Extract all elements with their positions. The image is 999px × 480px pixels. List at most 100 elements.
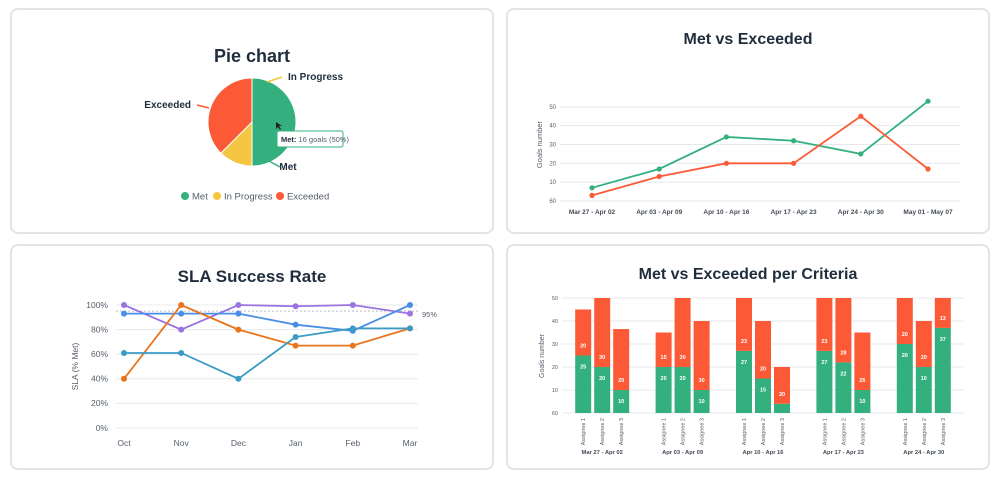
data-point xyxy=(178,349,185,356)
y-tick-label: 100% xyxy=(86,300,108,310)
data-point xyxy=(178,326,185,333)
y-tick-label: 10 xyxy=(549,180,556,186)
bar-value-exceeded: 23 xyxy=(821,339,827,345)
bar-label: Assignee 2 xyxy=(681,418,687,445)
data-point xyxy=(656,173,662,180)
legend-label-exceeded: Exceeded xyxy=(287,192,329,203)
bar-value-exceeded: 20 xyxy=(618,378,624,384)
chart-title: Pie chart xyxy=(214,46,290,66)
series-line-4 xyxy=(124,327,410,380)
bar-value-met: 27 xyxy=(821,360,827,366)
bar-value-exceeded: 28 xyxy=(840,350,846,356)
data-point xyxy=(292,303,299,310)
met-vs-exceeded-panel: Met vs Exceeded 60 10 20 30 40 50 Mar 27 - Apr … xyxy=(506,8,990,234)
data-point xyxy=(791,138,797,144)
bar-exceeded xyxy=(854,332,871,390)
y-tick-label: 50 xyxy=(549,105,556,111)
data-point xyxy=(121,302,127,308)
bar-met xyxy=(835,362,852,413)
series-line-2 xyxy=(591,115,929,197)
x-tick-label: Mar xyxy=(403,438,418,448)
data-point xyxy=(858,151,864,157)
data-point xyxy=(178,310,185,317)
data-point xyxy=(235,326,242,333)
y-tick-label: 50 xyxy=(552,296,558,302)
bar-value-met: 10 xyxy=(859,399,865,405)
bar-value-met: 15 xyxy=(760,388,766,394)
x-tick-label: Jan xyxy=(289,438,303,448)
bar-exceeded xyxy=(915,321,932,367)
bar-exceeded xyxy=(835,298,852,363)
bar-label: Assignee 2 xyxy=(600,418,606,445)
bar-value-met: 20 xyxy=(599,376,605,382)
bar-exceeded xyxy=(613,329,630,390)
bar-value-exceeded: 20 xyxy=(760,367,766,373)
bar-label: Assignee 2 xyxy=(761,418,767,445)
bar-exceeded xyxy=(816,298,833,351)
bar-value-exceeded: 25 xyxy=(859,378,865,384)
met-vs-exceeded-criteria-chart: Met vs Exceeded per Criteria 60 10 20 30 40 50… xyxy=(539,266,964,456)
group-label: Apr 10 - Apr 16 xyxy=(742,450,784,456)
data-point xyxy=(349,342,356,349)
met-vs-exceeded-chart: Met vs Exceeded 60 10 20 30 40 50 Mar 27 - Apr … xyxy=(535,31,960,216)
tooltip-label: Met: xyxy=(281,135,296,144)
x-tick-label: Apr 03 - Apr 09 xyxy=(636,209,682,216)
bar-met xyxy=(816,350,833,413)
pie-label-exceeded: Exceeded xyxy=(144,100,191,111)
data-point xyxy=(723,134,729,140)
bar-met xyxy=(736,350,752,413)
bar-exceeded xyxy=(594,298,611,367)
pie-leader-in-progress xyxy=(266,76,283,83)
chart-title: SLA Success Rate xyxy=(178,267,327,286)
bar-met xyxy=(755,378,771,413)
data-point xyxy=(656,166,662,172)
bar-exceeded xyxy=(655,332,672,367)
bar-label: Assignee 3 xyxy=(780,418,786,445)
bar-met xyxy=(575,355,592,413)
pie-chart-panel: Pie chart Met In Progress Exceeded Met: 16 g… xyxy=(10,8,494,234)
bar-value-exceeded: 30 xyxy=(680,355,686,361)
bar-label: Assignee 3 xyxy=(941,418,947,445)
y-axis-label: SLA (% Met) xyxy=(70,342,80,390)
data-point xyxy=(791,160,797,166)
bar-value-exceeded: 23 xyxy=(741,339,747,345)
bar-label: Assignee 1 xyxy=(581,418,587,445)
data-point xyxy=(121,310,127,317)
tooltip: Met: 16 goals (50%) xyxy=(276,130,349,148)
data-point xyxy=(178,302,185,308)
y-axis-label: Goals number xyxy=(535,120,544,168)
group-label: Mar 27 - Apr 02 xyxy=(582,450,623,456)
bar-value-met: 22 xyxy=(840,371,846,377)
data-point xyxy=(589,185,595,191)
bar-met xyxy=(594,367,611,413)
sla-success-rate-chart: SLA Success Rate 0% 20% 40% 60% 80% 100% Oct Nov… xyxy=(70,267,437,448)
sla-success-rate-panel: SLA Success Rate 0% 20% 40% 60% 80% 100% Oct Nov… xyxy=(10,244,494,470)
data-point xyxy=(407,302,413,308)
data-point xyxy=(235,375,242,382)
bar-exceeded xyxy=(755,321,771,379)
bar-met xyxy=(655,367,672,413)
legend-dot-in-progress xyxy=(213,192,221,200)
data-point xyxy=(925,98,931,104)
data-point xyxy=(407,325,413,332)
bar-label: Assignee 2 xyxy=(922,418,928,445)
bar-exceeded xyxy=(774,367,790,404)
data-point xyxy=(235,302,242,308)
x-tick-label: Apr 17 - Apr 23 xyxy=(771,209,817,216)
y-tick-label: 40% xyxy=(91,374,108,384)
y-tick-label: 40 xyxy=(552,319,558,325)
series-line-3 xyxy=(123,303,411,380)
chart-title: Met vs Exceeded xyxy=(684,31,813,48)
data-point xyxy=(407,310,413,317)
bar-label: Assignee 3 xyxy=(619,418,625,445)
bar-met xyxy=(854,390,871,413)
bar-exceeded xyxy=(693,321,710,390)
bar-value-exceeded: 30 xyxy=(599,355,605,361)
data-point xyxy=(589,192,595,198)
series-line-1 xyxy=(591,100,929,189)
bar-value-exceeded: 20 xyxy=(779,392,785,398)
group-label: Apr 03 - Apr 09 xyxy=(662,450,704,456)
data-point xyxy=(723,160,729,166)
pie-label-met: Met xyxy=(279,162,297,173)
bar-value-exceeded: 15 xyxy=(661,355,667,361)
